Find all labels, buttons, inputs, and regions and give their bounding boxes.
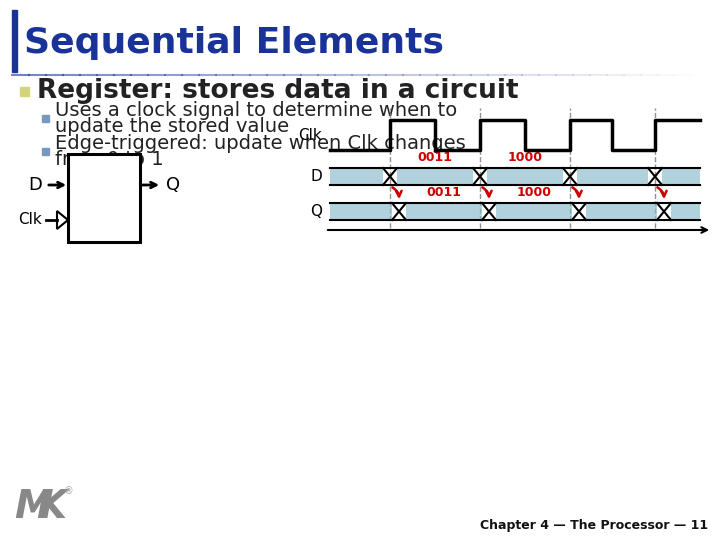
Polygon shape [487, 168, 563, 185]
Polygon shape [330, 168, 383, 185]
Text: Q: Q [166, 176, 180, 194]
Polygon shape [406, 203, 482, 220]
Text: Sequential Elements: Sequential Elements [24, 26, 444, 60]
Text: K: K [36, 488, 66, 526]
Polygon shape [57, 211, 68, 229]
Bar [68, 154, 140, 242]
Text: M: M [14, 488, 53, 526]
Polygon shape [662, 168, 700, 185]
Bar [42, 115, 49, 122]
Text: 0011: 0011 [418, 151, 452, 164]
Text: update the stored value: update the stored value [55, 117, 289, 136]
Text: 1000: 1000 [516, 186, 552, 199]
Text: Clk: Clk [298, 127, 322, 143]
Polygon shape [330, 203, 392, 220]
Polygon shape [397, 168, 473, 185]
Polygon shape [671, 203, 700, 220]
Text: 0011: 0011 [426, 186, 462, 199]
Text: D: D [310, 169, 322, 184]
Text: Chapter 4 — The Processor — 11: Chapter 4 — The Processor — 11 [480, 519, 708, 532]
Text: Q: Q [310, 204, 322, 219]
Text: Register: stores data in a circuit: Register: stores data in a circuit [37, 78, 518, 105]
Bar [12, 10, 17, 72]
Bar [20, 87, 29, 96]
Polygon shape [496, 203, 572, 220]
Polygon shape [577, 168, 648, 185]
Text: from 0 to 1: from 0 to 1 [55, 150, 163, 169]
Text: Clk: Clk [18, 213, 42, 227]
Text: Edge-triggered: update when Clk changes: Edge-triggered: update when Clk changes [55, 134, 466, 153]
Text: 1000: 1000 [508, 151, 542, 164]
Bar [42, 148, 49, 155]
Text: ®: ® [64, 486, 73, 496]
Text: Uses a clock signal to determine when to: Uses a clock signal to determine when to [55, 101, 457, 120]
Polygon shape [586, 203, 657, 220]
Text: D: D [28, 176, 42, 194]
